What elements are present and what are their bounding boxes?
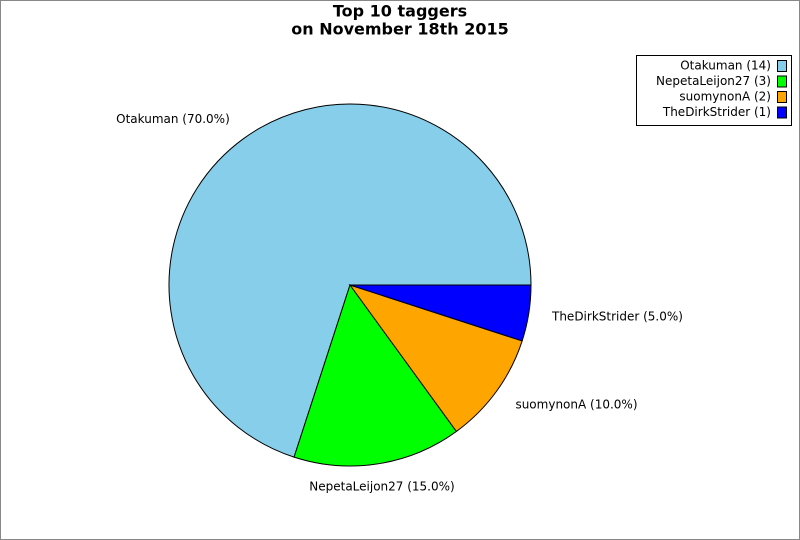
legend-swatch [777, 60, 787, 72]
legend-label: TheDirkStrider (1) [662, 105, 771, 119]
pie-slice [349, 284, 532, 342]
legend-swatch [777, 91, 787, 103]
pie-slice [168, 103, 532, 458]
slice-label: suomynonA (10.0%) [515, 398, 637, 412]
slice-label: TheDirkStrider (5.0%) [551, 309, 683, 323]
legend-label: NepetaLeijon27 (3) [656, 74, 771, 88]
pie-slice [348, 284, 523, 433]
slice-label: NepetaLeijon27 (15.0%) [309, 480, 454, 494]
slice-label: Otakuman (70.0%) [116, 112, 230, 126]
legend-label: Otakuman (14) [680, 59, 771, 73]
legend-label: suomynonA (2) [679, 90, 771, 104]
legend-swatch [777, 75, 787, 88]
legend-swatch [777, 106, 787, 119]
chart-subtitle: on November 18th 2015 [291, 20, 508, 39]
legend-box [636, 55, 792, 126]
pie-slice [293, 283, 458, 467]
chart-title: Top 10 taggers [333, 2, 467, 21]
